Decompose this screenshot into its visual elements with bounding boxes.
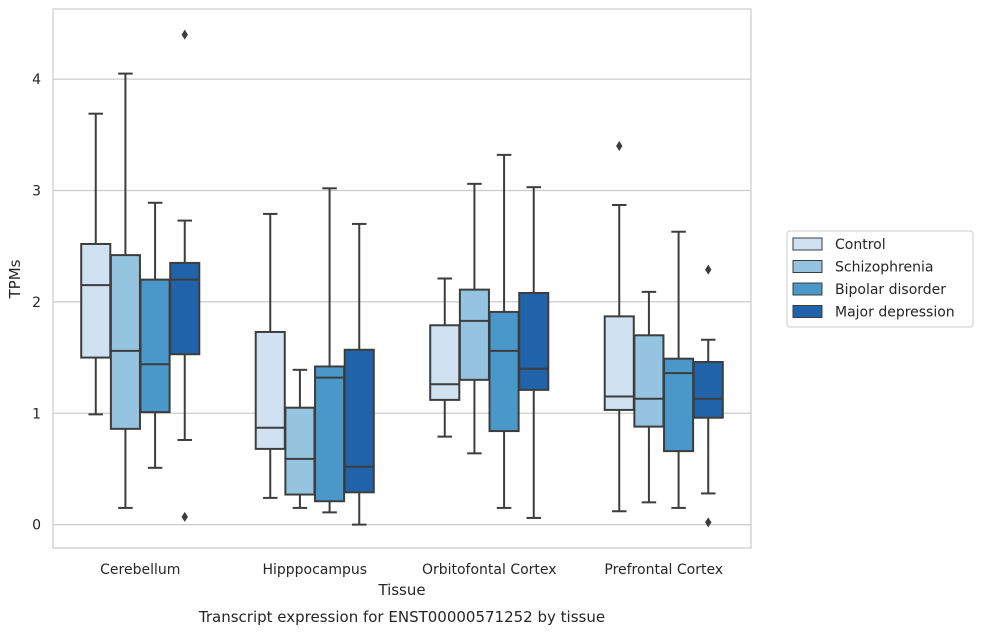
legend-label: Major depression [835, 305, 955, 321]
box-group [518, 186, 550, 519]
x-axis-label: Tissue [377, 581, 425, 599]
box [139, 278, 171, 414]
series-major-depression [169, 29, 724, 528]
box-group [633, 290, 665, 504]
legend-label: Bipolar disorder [835, 282, 946, 298]
box-group [458, 182, 490, 455]
box [518, 291, 550, 391]
box [429, 324, 461, 401]
x-tick-label: Cerebellum [100, 562, 180, 578]
box-group [169, 29, 201, 522]
box [458, 288, 490, 381]
outlier-point [181, 29, 188, 40]
box [254, 330, 286, 450]
box-group [663, 230, 695, 509]
box-series [80, 29, 724, 528]
x-tick-label: Prefrontal Cortex [604, 562, 723, 578]
x-tick-label: Orbitofontal Cortex [422, 562, 557, 578]
y-tick-label: 2 [32, 295, 41, 311]
box [80, 242, 112, 359]
chart-caption: Transcript expression for ENST0000057125… [198, 608, 605, 626]
legend-swatch [792, 282, 823, 296]
x-tick-label: Hipppocampus [262, 562, 367, 578]
box-group [488, 153, 520, 509]
box [169, 261, 201, 356]
legend-label: Control [835, 237, 886, 253]
box [692, 361, 724, 419]
legend-label: Schizophrenia [835, 260, 933, 276]
y-tick-label: 4 [32, 72, 41, 88]
box [343, 348, 375, 494]
box [488, 310, 520, 433]
legend-swatch [792, 305, 823, 318]
series-schizophrenia [109, 72, 665, 509]
legend-swatch [792, 237, 823, 251]
y-axis-ticks: 0 1 2 3 4 [32, 72, 41, 533]
y-tick-label: 0 [32, 518, 41, 534]
box-group [343, 222, 375, 526]
box-group [109, 72, 141, 509]
box [109, 254, 141, 430]
series-bipolar-disorder [139, 153, 695, 514]
box-group [429, 277, 461, 438]
outlier-point [705, 264, 712, 275]
box-group [314, 187, 346, 514]
y-tick-label: 1 [32, 406, 41, 422]
legend: Control Schizophrenia Bipolar disorder Majo… [786, 230, 974, 328]
legend-swatch [792, 260, 823, 273]
box [314, 365, 346, 503]
outlier-point [616, 140, 623, 151]
box [633, 334, 665, 428]
series-control [80, 112, 635, 513]
box [284, 406, 316, 496]
outlier-point [181, 511, 188, 522]
y-axis-label: TPMs [6, 259, 24, 299]
box-group [692, 264, 724, 528]
legend-frame [786, 230, 974, 328]
x-axis-ticks: Cerebellum Hipppocampus Orbitofontal Corte… [100, 562, 723, 578]
box-group [80, 112, 112, 416]
outlier-point [705, 517, 712, 528]
y-tick-label: 3 [32, 184, 41, 200]
box-group [254, 212, 286, 499]
